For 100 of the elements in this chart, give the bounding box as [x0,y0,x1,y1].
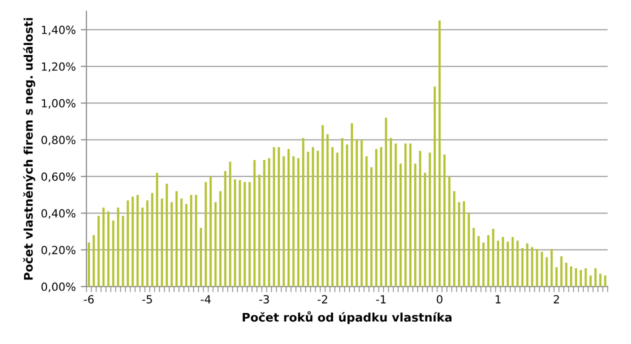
bar [322,125,324,287]
bar [92,235,95,287]
bar [88,242,90,287]
bar [306,152,310,287]
x-tick-label: -4 [200,295,211,304]
bar [526,243,528,287]
bar [409,143,412,287]
y-axis-title: Počet vlastněných firem s neg. události [23,18,36,280]
bar [531,247,534,287]
bar [272,147,276,287]
bar [458,202,460,287]
bar [341,138,344,287]
bar [580,270,582,287]
bar [604,276,606,287]
bar [282,156,285,287]
bar [175,191,178,287]
bar [570,266,572,287]
y-tick-label: 1,40% [42,26,76,36]
x-tick-label: 0 [436,295,442,304]
bar [496,240,500,287]
bar [214,202,217,287]
y-tick-label: 0,60% [41,172,76,182]
bar [248,182,251,287]
bar [380,147,382,287]
bar [574,268,578,287]
bar [278,147,280,287]
bar [360,140,363,287]
bar [263,160,266,287]
x-tick-label: -2 [318,295,328,304]
x-tick-label: -3 [259,295,269,304]
y-tick-label: 1,20% [42,62,76,72]
x-axis-title: Počet roků od úpadku vlastníka [242,311,452,324]
bar [468,213,470,287]
bar [141,208,144,287]
bar [346,144,348,287]
y-tick-label: 0,40% [41,209,76,219]
bar [244,182,246,287]
bar [375,148,378,287]
y-tick-label: 1,00% [42,99,76,109]
y-tick-label: 0,00% [41,282,76,292]
bar [512,237,514,287]
bar [599,274,602,287]
x-tick-label: -5 [142,295,152,304]
y-tick-label: 0,80% [41,136,76,146]
bar [482,242,485,287]
bar [132,196,134,287]
x-tick-label: 2 [554,295,559,304]
bar [443,154,446,287]
bar [394,143,397,287]
bar [356,140,358,287]
bar [146,200,148,287]
bar [448,176,450,287]
bar [365,156,368,287]
bar [400,164,402,287]
bar [336,152,338,287]
bar [384,118,388,287]
bar [487,235,490,287]
y-tick-label: 0,20% [41,246,76,256]
bar [312,147,314,287]
bar [117,208,120,287]
bar [472,228,475,287]
bar [536,248,538,287]
bar [112,220,114,287]
bar [166,184,168,287]
bar [210,176,212,287]
bar [462,201,466,287]
bar [326,134,329,287]
bar [160,198,164,287]
bar [331,147,334,287]
bar [477,236,480,287]
bar [185,204,188,287]
bar [594,268,597,287]
x-tick-label: 1 [496,295,501,304]
bar [194,194,198,287]
bar [590,276,592,287]
x-tick-label: -6 [84,295,94,304]
bar [419,150,422,287]
bar [560,256,562,287]
bar [297,158,300,287]
bar [584,268,587,287]
bar [98,216,100,287]
bar [390,138,392,287]
bar [204,182,207,287]
bar [453,191,456,287]
bar [292,156,295,287]
bar [180,198,183,287]
x-tick-label: -1 [376,295,386,304]
bar [521,248,524,287]
bar [546,257,548,287]
bar [414,164,416,287]
bar [565,262,568,287]
bar [550,248,553,287]
bar [102,208,105,287]
bar [238,180,241,287]
bar [502,237,504,287]
bar [492,228,494,287]
bar [253,160,256,287]
bar [424,172,426,287]
bar [506,242,509,287]
bar [224,170,226,287]
